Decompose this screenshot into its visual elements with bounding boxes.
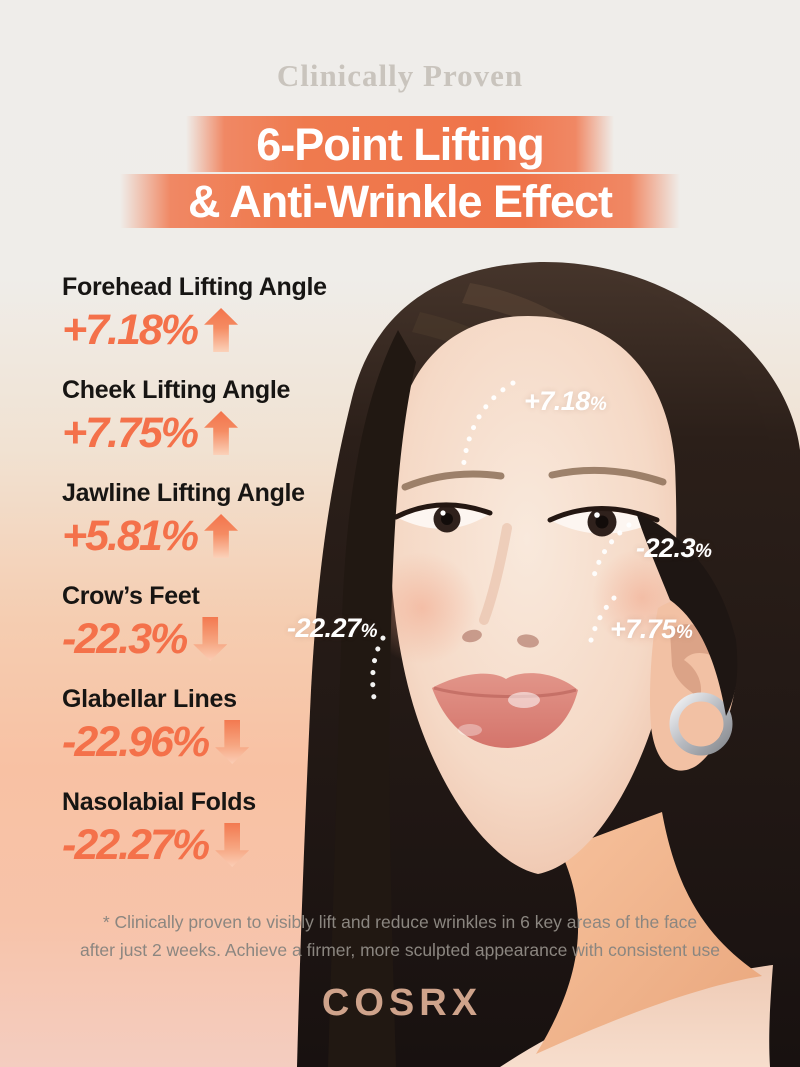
stat-item-forehead: Forehead Lifting Angle +7.18% [62, 272, 327, 375]
lip-line [433, 686, 577, 699]
annotation-unit: % [360, 621, 378, 642]
eyebrow-right [548, 466, 667, 486]
stat-value: +7.18% [62, 306, 199, 354]
up-arrow-icon [204, 411, 239, 455]
lip-gloss [508, 692, 540, 708]
shoulder [500, 962, 800, 1067]
nose-shadow [479, 523, 512, 625]
title-line-2: & Anti-Wrinkle Effect [120, 174, 680, 228]
stat-value: +7.75% [62, 409, 199, 457]
hoop-earring-icon [669, 692, 733, 756]
pupil-left [441, 513, 453, 525]
dotted-arc-cheek [587, 595, 617, 647]
down-arrow-icon [193, 617, 228, 661]
stat-item-jawline: Jawline Lifting Angle +5.81% [62, 478, 327, 581]
eye-highlight-left [440, 510, 446, 516]
annotation-value: -22.27 [287, 613, 361, 643]
eyebrow-text: Clinically Proven [276, 58, 524, 93]
lashline-left [393, 502, 493, 520]
brand-logo: COSRX [321, 982, 483, 1024]
stat-label: Cheek Lifting Angle [62, 376, 291, 404]
stat-item-glabellar: Glabellar Lines -22.96% [62, 684, 327, 787]
annotation-value: +7.18 [524, 386, 590, 416]
neck [536, 812, 762, 1054]
face-annotation-crows-feet: -22.3% [636, 533, 712, 564]
stat-label: Crow’s Feet [62, 582, 200, 610]
stat-label: Forehead Lifting Angle [62, 273, 327, 301]
stat-value: -22.96% [62, 718, 210, 766]
stat-label: Jawline Lifting Angle [62, 479, 305, 507]
up-arrow-icon [204, 514, 239, 558]
down-arrow-icon [215, 823, 250, 867]
pupil-right [595, 515, 609, 529]
stat-label: Glabellar Lines [62, 685, 237, 713]
hair-over-ear [636, 512, 738, 716]
stat-item-cheek: Cheek Lifting Angle +7.75% [62, 375, 327, 478]
blush-left [366, 552, 478, 664]
hair-front-right [545, 265, 800, 1067]
face-annotation-forehead: +7.18% [524, 386, 607, 417]
eyebrow-left [401, 470, 505, 491]
stat-value: -22.3% [62, 615, 188, 663]
stat-label: Nasolabial Folds [62, 788, 256, 816]
title-line-1: 6-Point Lifting [186, 116, 614, 172]
up-arrow-icon [204, 308, 239, 352]
stat-value: -22.27% [62, 821, 210, 869]
disclaimer-line-2: after just 2 weeks. Achieve a firmer, mo… [79, 940, 721, 960]
annotation-unit: % [589, 394, 607, 415]
disclaimer: * Clinically proven to visibly lift and … [0, 908, 800, 964]
hair-highlight [462, 283, 652, 402]
eye-highlight-right [594, 512, 600, 518]
stat-item-nasolabial: Nasolabial Folds -22.27% [62, 787, 327, 890]
hair-front-left [328, 330, 416, 1067]
disclaimer-line-1: * Clinically proven to visibly lift and … [102, 912, 698, 932]
nostril-left [462, 629, 482, 643]
lashline-right [547, 506, 660, 523]
stats-column: Forehead Lifting Angle +7.18% Cheek Lift… [62, 272, 327, 890]
face-annotation-nasolabial: -22.27% [287, 613, 377, 644]
dotted-arc-forehead [460, 380, 516, 473]
lips [432, 673, 578, 748]
down-arrow-icon [215, 720, 250, 764]
face [389, 316, 677, 874]
annotation-value: -22.3 [636, 533, 696, 563]
nostril-right [517, 634, 539, 648]
face-annotation-cheek: +7.75% [610, 614, 693, 645]
stat-item-crows-feet: Crow’s Feet -22.3% [62, 581, 327, 684]
annotation-value: +7.75 [610, 614, 676, 644]
lip-gloss-2 [458, 724, 482, 736]
annotation-unit: % [675, 622, 693, 643]
annotation-unit: % [695, 541, 712, 562]
stat-value: +5.81% [62, 512, 199, 560]
